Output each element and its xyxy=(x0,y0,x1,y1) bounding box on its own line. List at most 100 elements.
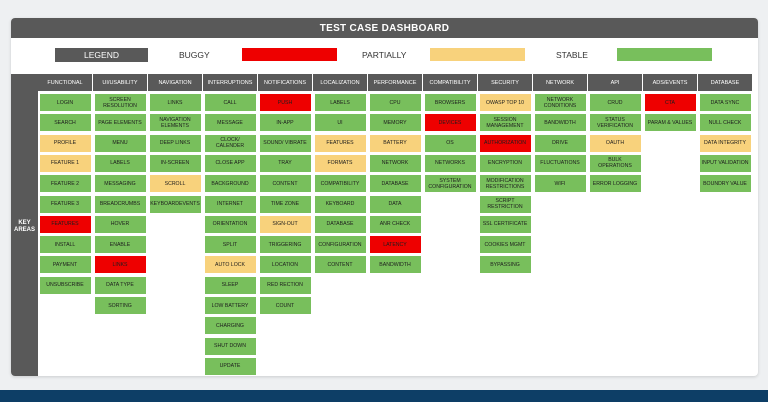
test-case-cell[interactable]: INTERNET xyxy=(203,194,257,214)
test-case-cell[interactable]: BATTERY xyxy=(368,133,422,153)
test-case-cell[interactable]: FLUCTUATIONS xyxy=(533,153,587,173)
test-case-cell[interactable]: BANDWIDTH xyxy=(368,255,422,275)
test-case-cell[interactable]: MENU xyxy=(93,133,147,153)
test-case-cell[interactable]: SCROLL xyxy=(148,174,202,194)
test-case-cell[interactable]: INPUT VALIDATION xyxy=(698,153,752,173)
test-case-cell[interactable]: PARAM & VALUES xyxy=(643,113,697,133)
test-case-cell[interactable]: FEATURE 3 xyxy=(38,194,92,214)
test-case-cell[interactable]: FEATURE 2 xyxy=(38,174,92,194)
test-case-cell[interactable]: CTA xyxy=(643,93,697,112)
test-case-cell[interactable]: DATABASE xyxy=(313,214,367,234)
test-case-cell[interactable]: SPLIT xyxy=(203,235,257,255)
test-case-cell[interactable]: COMPATIBILITY xyxy=(313,174,367,194)
test-case-cell[interactable]: TRAY xyxy=(258,153,312,173)
test-case-cell[interactable]: MEMORY xyxy=(368,113,422,133)
test-case-cell[interactable]: DATA INTEGRITY xyxy=(698,133,752,153)
test-case-cell[interactable]: CLOCK/ CALENDER xyxy=(203,133,257,153)
test-case-cell[interactable]: MESSAGING xyxy=(93,174,147,194)
test-case-cell[interactable]: SESSION MANAGEMENT xyxy=(478,113,532,133)
test-case-cell[interactable]: SORTING xyxy=(93,296,147,315)
test-case-cell[interactable]: MODIFICATION RESTRICTIONS xyxy=(478,174,532,194)
test-case-cell[interactable]: CONFIGURATION xyxy=(313,235,367,255)
test-case-cell[interactable]: COOKIES MGMT xyxy=(478,235,532,255)
test-case-cell[interactable]: UNSUBSCRIBE xyxy=(38,275,92,295)
test-case-cell[interactable]: DATABASE xyxy=(368,174,422,194)
test-case-cell[interactable]: PROFILE xyxy=(38,133,92,153)
test-case-cell[interactable]: KEYBOARD xyxy=(313,194,367,214)
test-case-cell[interactable]: FEATURE 1 xyxy=(38,153,92,173)
test-case-cell[interactable]: SYSTEM CONFIGURATION xyxy=(423,174,477,194)
test-case-cell[interactable]: NETWORK xyxy=(368,153,422,173)
test-case-cell[interactable]: IN-APP xyxy=(258,113,312,133)
test-case-cell[interactable]: LATENCY xyxy=(368,235,422,255)
test-case-cell[interactable]: BACKGROUND xyxy=(203,174,257,194)
test-case-cell[interactable]: DATA xyxy=(368,194,422,214)
test-case-cell[interactable]: FORMATS xyxy=(313,153,367,173)
test-case-cell[interactable]: HOVER xyxy=(93,214,147,234)
test-case-cell[interactable]: TRIGGERING xyxy=(258,235,312,255)
test-case-cell[interactable]: BYPASSING xyxy=(478,255,532,275)
test-case-cell[interactable]: TIME ZONE xyxy=(258,194,312,214)
test-case-cell[interactable]: RED RECTION xyxy=(258,275,312,295)
test-case-cell[interactable]: COUNT xyxy=(258,296,312,315)
test-case-cell[interactable]: MESSAGE xyxy=(203,113,257,133)
test-case-cell[interactable]: CLOSE APP xyxy=(203,153,257,173)
test-case-cell[interactable]: PAYMENT xyxy=(38,255,92,275)
test-case-cell[interactable]: CPU xyxy=(368,93,422,112)
test-case-cell[interactable]: IN-SCREEN xyxy=(148,153,202,173)
test-case-cell[interactable]: NULL CHECK xyxy=(698,113,752,133)
test-case-cell[interactable]: DRIVE xyxy=(533,133,587,153)
test-case-cell[interactable]: LINKS xyxy=(93,255,147,275)
test-case-cell[interactable]: LINKS xyxy=(148,93,202,112)
test-case-cell[interactable]: SCRIPT RESTRICTION xyxy=(478,194,532,214)
test-case-cell[interactable]: AUTHORIZATION xyxy=(478,133,532,153)
test-case-cell[interactable]: STATUS VERIFICATION xyxy=(588,113,642,133)
test-case-cell[interactable]: ERROR LOGGING xyxy=(588,174,642,194)
test-case-cell[interactable]: CALL xyxy=(203,93,257,112)
test-case-cell[interactable]: SHUT DOWN xyxy=(203,336,257,356)
test-case-cell[interactable]: AUTO LOCK xyxy=(203,255,257,275)
test-case-cell[interactable]: OWASP TOP 10 xyxy=(478,93,532,112)
test-case-cell[interactable]: DEEP LINKS xyxy=(148,133,202,153)
test-case-cell[interactable]: ANR CHECK xyxy=(368,214,422,234)
test-case-cell[interactable]: BROWSERS xyxy=(423,93,477,112)
test-case-cell[interactable]: SLEEP xyxy=(203,275,257,295)
test-case-cell[interactable]: SSL CERTIFICATE xyxy=(478,214,532,234)
test-case-cell[interactable]: DATA SYNC xyxy=(698,93,752,112)
test-case-cell[interactable]: BOUNDRY VALUE xyxy=(698,174,752,194)
test-case-cell[interactable]: DEVICES xyxy=(423,113,477,133)
test-case-cell[interactable]: PAGE ELEMENTS xyxy=(93,113,147,133)
test-case-cell[interactable]: INSTALL xyxy=(38,235,92,255)
test-case-cell[interactable]: BREADCRUMBS xyxy=(93,194,147,214)
test-case-cell[interactable]: UPDATE xyxy=(203,356,257,376)
test-case-cell[interactable]: UI xyxy=(313,113,367,133)
test-case-cell[interactable]: DATA TYPE xyxy=(93,275,147,295)
test-case-cell[interactable]: LOGIN xyxy=(38,93,92,112)
test-case-cell[interactable]: WIFI xyxy=(533,174,587,194)
test-case-cell[interactable]: ENABLE xyxy=(93,235,147,255)
test-case-cell[interactable]: LABELS xyxy=(93,153,147,173)
test-case-cell[interactable]: CHARGING xyxy=(203,316,257,336)
test-case-cell[interactable]: NETWORKS xyxy=(423,153,477,173)
test-case-cell[interactable]: LABELS xyxy=(313,93,367,112)
test-case-cell[interactable]: CRUD xyxy=(588,93,642,112)
test-case-cell[interactable]: FEATURES xyxy=(313,133,367,153)
test-case-cell[interactable]: BANDWIDTH xyxy=(533,113,587,133)
test-case-cell[interactable]: ENCRYPTION xyxy=(478,153,532,173)
test-case-cell[interactable]: SEARCH xyxy=(38,113,92,133)
test-case-cell[interactable]: SIGN-OUT xyxy=(258,214,312,234)
test-case-cell[interactable]: NAVIGATION ELEMENTS xyxy=(148,113,202,133)
test-case-cell[interactable]: OS xyxy=(423,133,477,153)
test-case-cell[interactable]: OAUTH xyxy=(588,133,642,153)
test-case-cell[interactable]: KEYBOARDEVENTS xyxy=(148,194,202,214)
test-case-cell[interactable]: LOW BATTERY xyxy=(203,296,257,315)
test-case-cell[interactable]: NETWORK CONDITIONS xyxy=(533,93,587,112)
test-case-cell[interactable]: CONTENT xyxy=(258,174,312,194)
test-case-cell[interactable]: ORIENTATION xyxy=(203,214,257,234)
test-case-cell[interactable]: SOUND/ VIBRATE xyxy=(258,133,312,153)
test-case-cell[interactable]: FEATURES xyxy=(38,214,92,234)
test-case-cell[interactable]: PUSH xyxy=(258,93,312,112)
test-case-cell[interactable]: SCREEN RESOLUTION xyxy=(93,93,147,112)
test-case-cell[interactable]: BULK OPERATIONS xyxy=(588,153,642,173)
test-case-cell[interactable]: LOCATION xyxy=(258,255,312,275)
